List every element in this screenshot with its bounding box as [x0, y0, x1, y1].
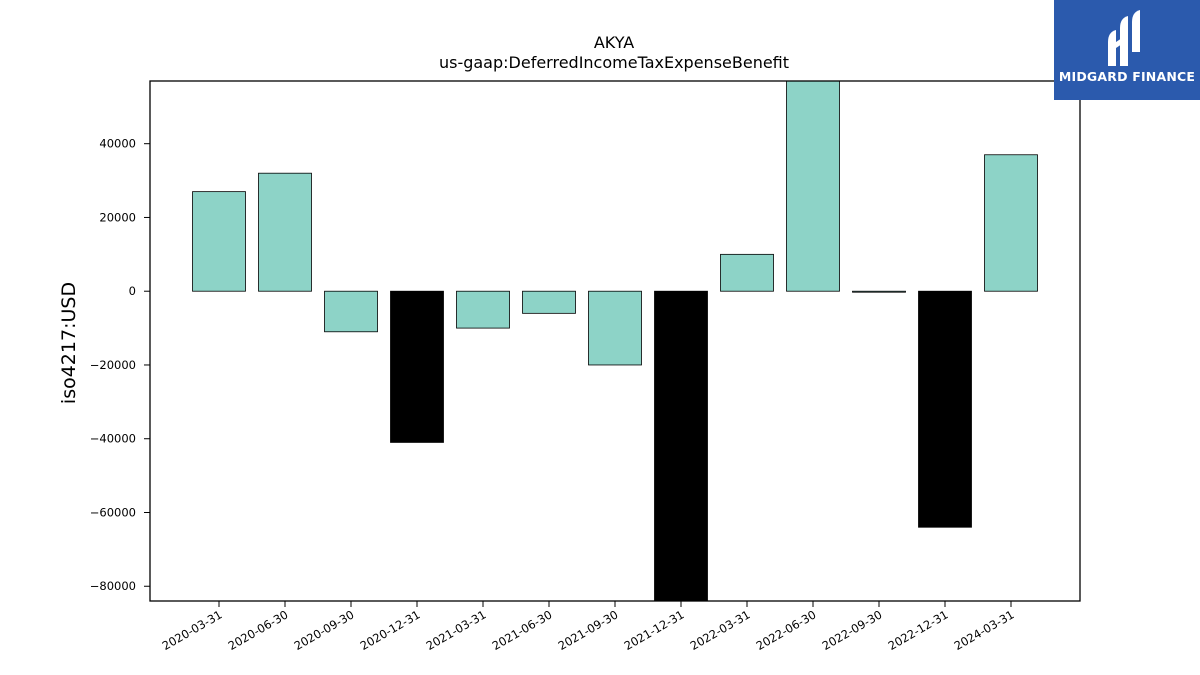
bar-2022-06-30	[786, 80, 840, 292]
x-tick-label: 2021-06-30	[490, 607, 555, 653]
x-tick-label: 2022-12-31	[886, 607, 951, 653]
x-ticks-group: 2020-03-31 2020-06-30 2020-09-30 2020-12-31…	[160, 601, 1017, 653]
x-tick-label: 2022-09-30	[820, 607, 885, 653]
y-tick-label: −40000	[90, 432, 136, 446]
bar-2020-12-31	[390, 290, 444, 443]
midgard-logo-icon	[1108, 10, 1140, 66]
bar-2022-03-31	[720, 253, 774, 292]
bar-2020-06-30	[258, 172, 312, 292]
bar-2020-03-31	[192, 191, 246, 292]
bar-2020-09-30	[324, 290, 378, 333]
plot-frame	[149, 80, 1081, 602]
bars-group	[192, 80, 1038, 602]
x-tick-label: 2020-09-30	[292, 607, 357, 653]
bar-2021-06-30	[522, 290, 576, 314]
x-tick-label: 2021-12-31	[622, 607, 687, 653]
y-axis-label: iso4217:USD	[58, 282, 80, 404]
x-tick-label: 2021-03-31	[424, 607, 489, 653]
y-ticks-group: 40000 20000 0 −20000 −40000 −60000 −80000	[90, 137, 150, 593]
x-tick-label: 2020-06-30	[226, 607, 291, 653]
x-tick-label: 2022-03-31	[688, 607, 753, 653]
bar-2021-12-31	[654, 290, 708, 602]
bar-2021-09-30	[588, 290, 642, 366]
bar-2022-12-31	[918, 290, 972, 528]
y-tick-label: −60000	[90, 505, 136, 519]
y-tick-label: 40000	[99, 137, 136, 151]
logo-text: MIDGARD FINANCE	[1058, 69, 1196, 84]
x-tick-label: 2022-06-30	[754, 607, 819, 653]
x-tick-label: 2020-12-31	[358, 607, 423, 653]
y-tick-label: −80000	[90, 579, 136, 593]
x-tick-label: 2020-03-31	[160, 607, 225, 653]
y-tick-label: 0	[129, 284, 136, 298]
y-tick-label: −20000	[90, 358, 136, 372]
midgard-finance-logo: MIDGARD FINANCE	[1054, 0, 1200, 100]
chart-title: AKYA	[594, 33, 634, 52]
x-tick-label: 2024-03-31	[952, 607, 1017, 653]
bar-2021-03-31	[456, 290, 510, 329]
bar-2024-03-31	[984, 154, 1038, 292]
chart-subtitle: us-gaap:DeferredIncomeTaxExpenseBenefit	[439, 53, 789, 72]
x-tick-label: 2021-09-30	[556, 607, 621, 653]
y-tick-label: 20000	[99, 210, 136, 224]
bar-2022-09-30	[852, 290, 906, 293]
